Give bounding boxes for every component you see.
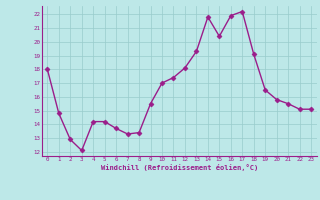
X-axis label: Windchill (Refroidissement éolien,°C): Windchill (Refroidissement éolien,°C) xyxy=(100,164,258,171)
